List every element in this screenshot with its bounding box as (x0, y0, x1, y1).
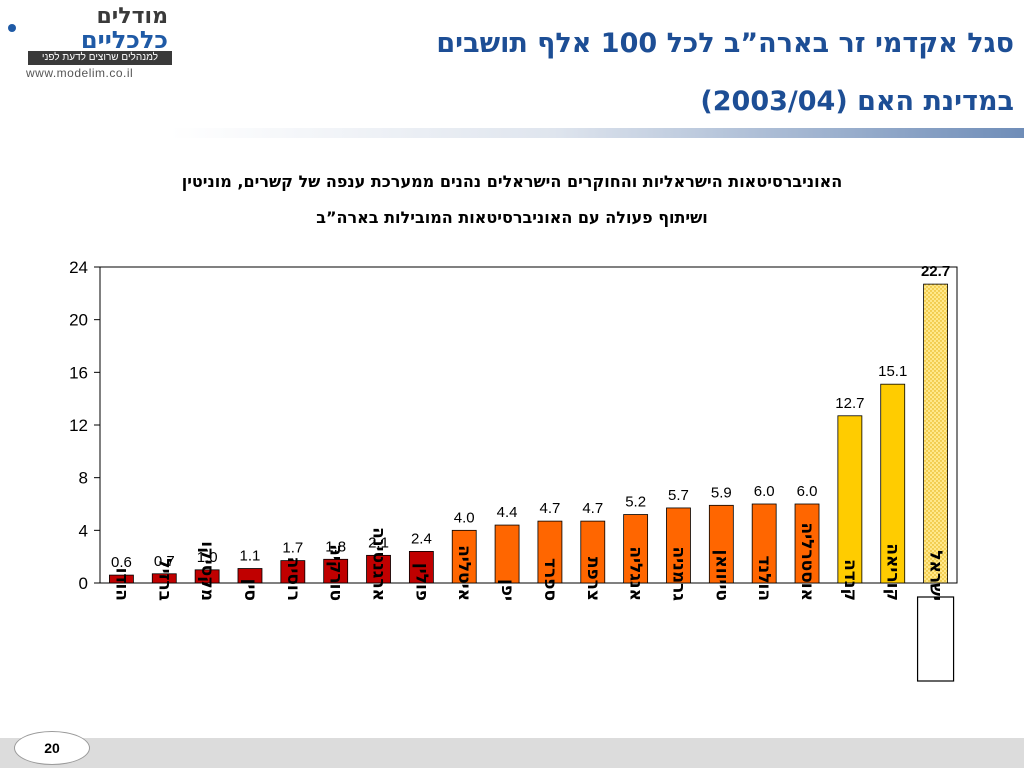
bar (580, 520, 606, 584)
bar (666, 507, 691, 584)
y-tick-label: 0 (79, 574, 88, 593)
x-tick-label: אנגליה (626, 546, 646, 601)
value-label: 2.4 (411, 530, 432, 547)
x-tick-label: ישראל (926, 550, 946, 601)
y-tick-label: 24 (69, 258, 88, 277)
value-label: 6.0 (797, 483, 818, 500)
bar (708, 504, 734, 584)
y-tick-label: 8 (79, 469, 88, 488)
bar (280, 560, 306, 584)
header-gradient-bar (170, 128, 1024, 138)
value-label: 1.1 (240, 548, 261, 565)
logo-brand-top: מודלים (96, 4, 168, 29)
slide-title-line1: סגל אקדמי זר בארה”ב לכל 100 אלף תושבים (436, 28, 1014, 59)
x-tick-label: טורקיה (326, 544, 346, 601)
highlight-box (916, 596, 955, 682)
bar (451, 529, 477, 584)
bar (323, 558, 349, 584)
bar (794, 503, 820, 584)
bar (837, 415, 863, 584)
logo-brand-main: כלכליים (80, 26, 168, 54)
x-tick-label: ספרד (540, 558, 560, 601)
bar (923, 283, 948, 584)
x-tick-label: הודו (111, 568, 131, 601)
x-tick-label: אוסטרליה (797, 522, 817, 601)
y-tick-label: 12 (69, 416, 88, 435)
logo-dot (8, 24, 16, 32)
x-tick-label: ברזיל (154, 558, 174, 601)
x-tick-label: צרפת (583, 557, 603, 601)
footer-bar (0, 738, 1024, 768)
x-tick-label: רוסיה (283, 557, 303, 601)
bar (537, 520, 563, 584)
bar (408, 551, 434, 584)
subtitle-line1: האוניברסיטאות הישראליות והחוקרים הישראלי… (181, 172, 843, 191)
value-label: 2.1 (368, 534, 389, 551)
slide-title-line2: במדינת האם (2003/04) (700, 86, 1014, 117)
bar (151, 573, 177, 584)
x-tick-label: גרמניה (668, 546, 688, 601)
bar (751, 503, 777, 584)
bar (194, 569, 220, 584)
x-tick-label: איטליה (454, 545, 474, 601)
value-label: 5.7 (668, 487, 689, 504)
bar (623, 514, 649, 584)
value-label: 0.6 (111, 554, 132, 571)
value-label: 4.4 (497, 504, 518, 521)
logo: מודלים כלכליים למנהלים שרוצים לדעת לפני … (8, 4, 178, 80)
x-tick-label: פולין (411, 563, 431, 601)
value-label: 1.7 (282, 540, 303, 557)
bar (366, 554, 391, 584)
x-tick-label: הולנד (754, 556, 774, 602)
value-label: 5.9 (711, 484, 732, 501)
y-tick-label: 4 (79, 521, 88, 540)
x-tick-label: טייוואן (711, 550, 731, 601)
value-label: 0.7 (154, 553, 175, 570)
subtitle-line2: ושיתוף פעולה עם האוניברסיטאות המובילות ב… (316, 208, 708, 227)
x-tick-label: מקסיקו (197, 541, 217, 601)
value-label: 22.7 (921, 263, 950, 280)
value-label: 1.0 (197, 549, 218, 566)
bar (880, 383, 906, 584)
bar (237, 568, 263, 584)
plot-area (99, 266, 958, 584)
value-label: 5.2 (625, 494, 646, 511)
logo-tagline: למנהלים שרוצים לדעת לפני (28, 51, 172, 65)
page-number: 20 (14, 731, 90, 765)
value-label: 15.1 (878, 363, 907, 380)
value-label: 12.7 (835, 395, 864, 412)
y-tick-label: 16 (69, 363, 88, 382)
value-label: 4.0 (454, 509, 475, 526)
value-label: 4.7 (539, 500, 560, 517)
value-label: 6.0 (754, 483, 775, 500)
bar (109, 574, 134, 584)
value-label: 1.8 (325, 538, 346, 555)
x-tick-label: קנדה (840, 559, 860, 601)
x-tick-label: יפן (497, 579, 517, 601)
y-tick-label: 20 (69, 311, 88, 330)
logo-url: www.modelim.co.il (26, 66, 134, 80)
bar (494, 524, 520, 584)
x-tick-label: ארגנטינה (369, 527, 389, 601)
x-tick-label: סין (240, 579, 260, 601)
x-tick-label: קוריאה (883, 543, 903, 601)
value-label: 4.7 (582, 500, 603, 517)
